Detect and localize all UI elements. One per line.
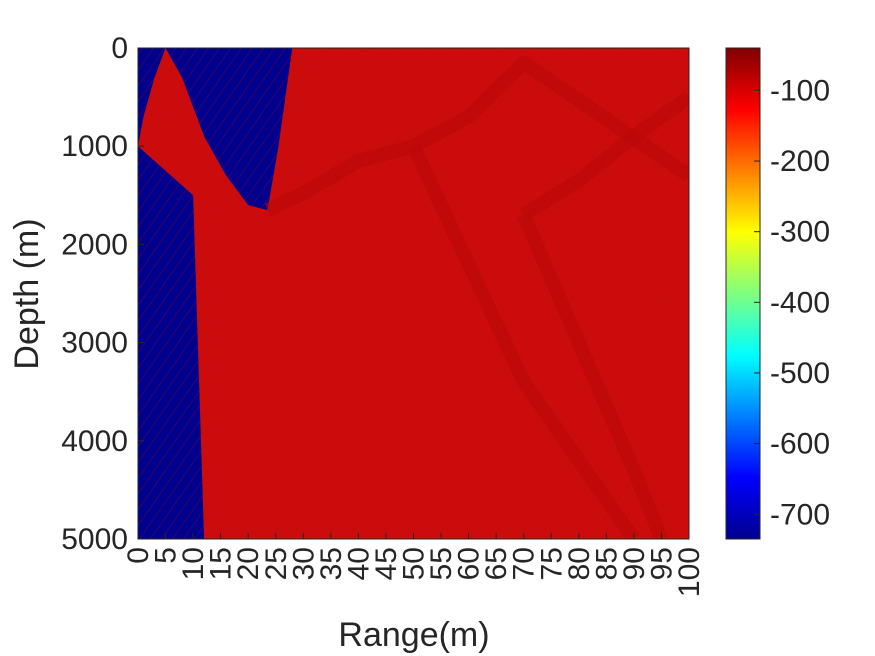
x-tick-label: 55 xyxy=(425,547,458,580)
y-tick-label: 3000 xyxy=(61,327,128,360)
y-tick-label: 2000 xyxy=(61,228,128,261)
x-tick-label: 25 xyxy=(260,547,293,580)
x-axis-ticks: 0510152025303540455055606570758085909510… xyxy=(122,533,706,597)
y-tick-label: 1000 xyxy=(61,130,128,163)
x-tick-label: 40 xyxy=(342,547,375,580)
y-tick-label: 4000 xyxy=(61,425,128,458)
x-tick-label: 85 xyxy=(590,547,623,580)
colorbar-tick-label: -400 xyxy=(770,286,830,319)
x-tick-label: 95 xyxy=(645,547,678,580)
x-tick-label: 70 xyxy=(508,547,541,580)
colorbar xyxy=(725,47,761,540)
colorbar-tick-label: -300 xyxy=(770,216,830,249)
y-axis-ticks: 0 1000 2000 3000 4000 5000 xyxy=(61,32,144,556)
x-tick-label: 30 xyxy=(287,547,320,580)
x-tick-label: 15 xyxy=(205,547,238,580)
x-tick-label: 0 xyxy=(122,547,155,564)
x-tick-label: 35 xyxy=(315,547,348,580)
x-tick-label: 75 xyxy=(535,547,568,580)
colorbar-tick-label: -700 xyxy=(770,498,830,531)
ray-path-2 xyxy=(519,91,689,221)
y-tick-label: 5000 xyxy=(61,523,128,556)
x-tick-label: 10 xyxy=(177,547,210,580)
x-tick-label: 90 xyxy=(618,547,651,580)
x-tick-label: 80 xyxy=(563,547,596,580)
x-tick-label: 45 xyxy=(370,547,403,580)
x-tick-label: 65 xyxy=(480,547,513,580)
colorbar-tick-label: -100 xyxy=(770,74,830,107)
colorbar-tick-label: -500 xyxy=(770,357,830,390)
y-axis-title: Depth (m) xyxy=(8,218,46,369)
x-axis-title: Range(m) xyxy=(338,616,489,654)
plot-area xyxy=(138,48,689,539)
colorbar-tick-label: -600 xyxy=(770,428,830,461)
x-tick-label: 20 xyxy=(232,547,265,580)
x-tick-label: 50 xyxy=(398,547,431,580)
x-tick-label: 60 xyxy=(453,547,486,580)
x-tick-label: 100 xyxy=(673,547,706,597)
interference-fringes xyxy=(138,48,689,539)
ray-path-1 xyxy=(407,143,640,539)
x-tick-label: 5 xyxy=(150,547,183,564)
ray-caustics xyxy=(264,55,689,539)
y-tick-label: 0 xyxy=(111,32,128,65)
colorbar-tick-label: -200 xyxy=(770,145,830,178)
colorbar-ticks: -100 -200 -300 -400 -500 -600 -700 xyxy=(754,74,830,531)
ray-path-3 xyxy=(517,212,668,539)
